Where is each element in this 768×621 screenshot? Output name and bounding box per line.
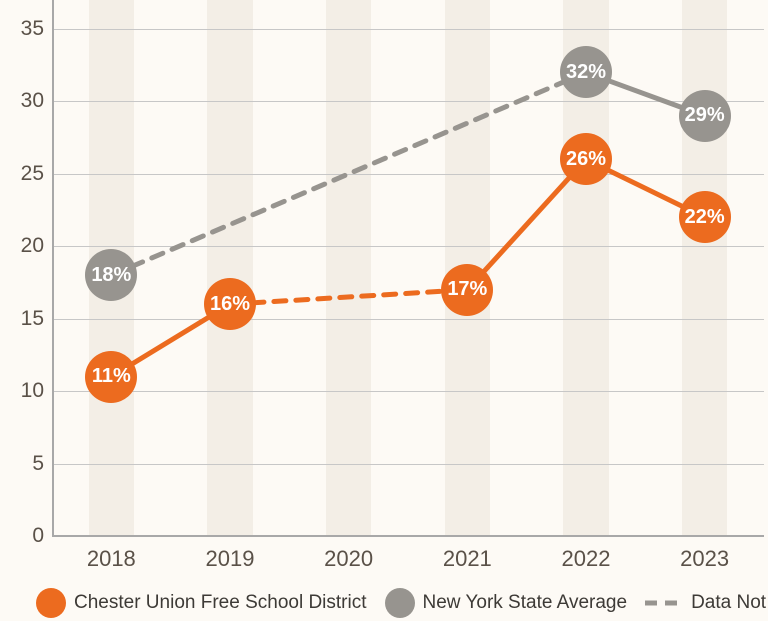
legend-swatch-circle [36, 588, 66, 618]
x-tick-label: 2020 [324, 536, 373, 572]
x-tick-label: 2021 [443, 536, 492, 572]
legend: Chester Union Free School District New Yo… [36, 588, 768, 618]
legend-swatch-circle [385, 588, 415, 618]
data-marker: 22% [679, 191, 731, 243]
data-marker: 32% [560, 46, 612, 98]
series-segment [230, 290, 467, 304]
x-tick-label: 2018 [87, 536, 136, 572]
x-tick-label: 2022 [562, 536, 611, 572]
y-tick-label: 15 [4, 307, 52, 331]
legend-label: New York State Average [423, 592, 628, 614]
legend-label: Data Not Available [691, 592, 768, 614]
x-tick-label: 2019 [206, 536, 255, 572]
series-lines [52, 0, 764, 536]
data-marker: 29% [679, 90, 731, 142]
legend-swatch-dash [645, 598, 683, 608]
data-marker-label: 18% [91, 264, 131, 287]
y-tick-label: 10 [4, 379, 52, 403]
legend-item: Data Not Available [645, 592, 768, 614]
data-marker-label: 16% [210, 293, 250, 316]
y-tick-label: 30 [4, 89, 52, 113]
data-marker-label: 17% [447, 278, 487, 301]
data-marker: 17% [441, 264, 493, 316]
legend-item: Chester Union Free School District [36, 588, 367, 618]
y-tick-label: 25 [4, 162, 52, 186]
line-chart: 0 5 10 15 20 25 30 35 2018 2019 2020 2021 2022 2023 11… [0, 0, 768, 621]
series-segment [111, 72, 586, 275]
plot-area: 0510152025303520182019202020212022202311… [52, 0, 764, 536]
x-tick-label: 2023 [680, 536, 729, 572]
data-marker-label: 22% [685, 206, 725, 229]
y-tick-label: 0 [4, 524, 52, 548]
data-marker: 16% [204, 278, 256, 330]
data-marker: 18% [85, 249, 137, 301]
data-marker-label: 32% [566, 61, 606, 84]
y-tick-label: 20 [4, 234, 52, 258]
y-tick-label: 5 [4, 452, 52, 476]
data-marker: 11% [85, 351, 137, 403]
y-tick-label: 35 [4, 17, 52, 41]
data-marker-label: 11% [92, 365, 131, 388]
data-marker-label: 29% [685, 104, 725, 127]
legend-item: New York State Average [385, 588, 628, 618]
data-marker-label: 26% [566, 148, 606, 171]
data-marker: 26% [560, 133, 612, 185]
legend-label: Chester Union Free School District [74, 592, 367, 614]
